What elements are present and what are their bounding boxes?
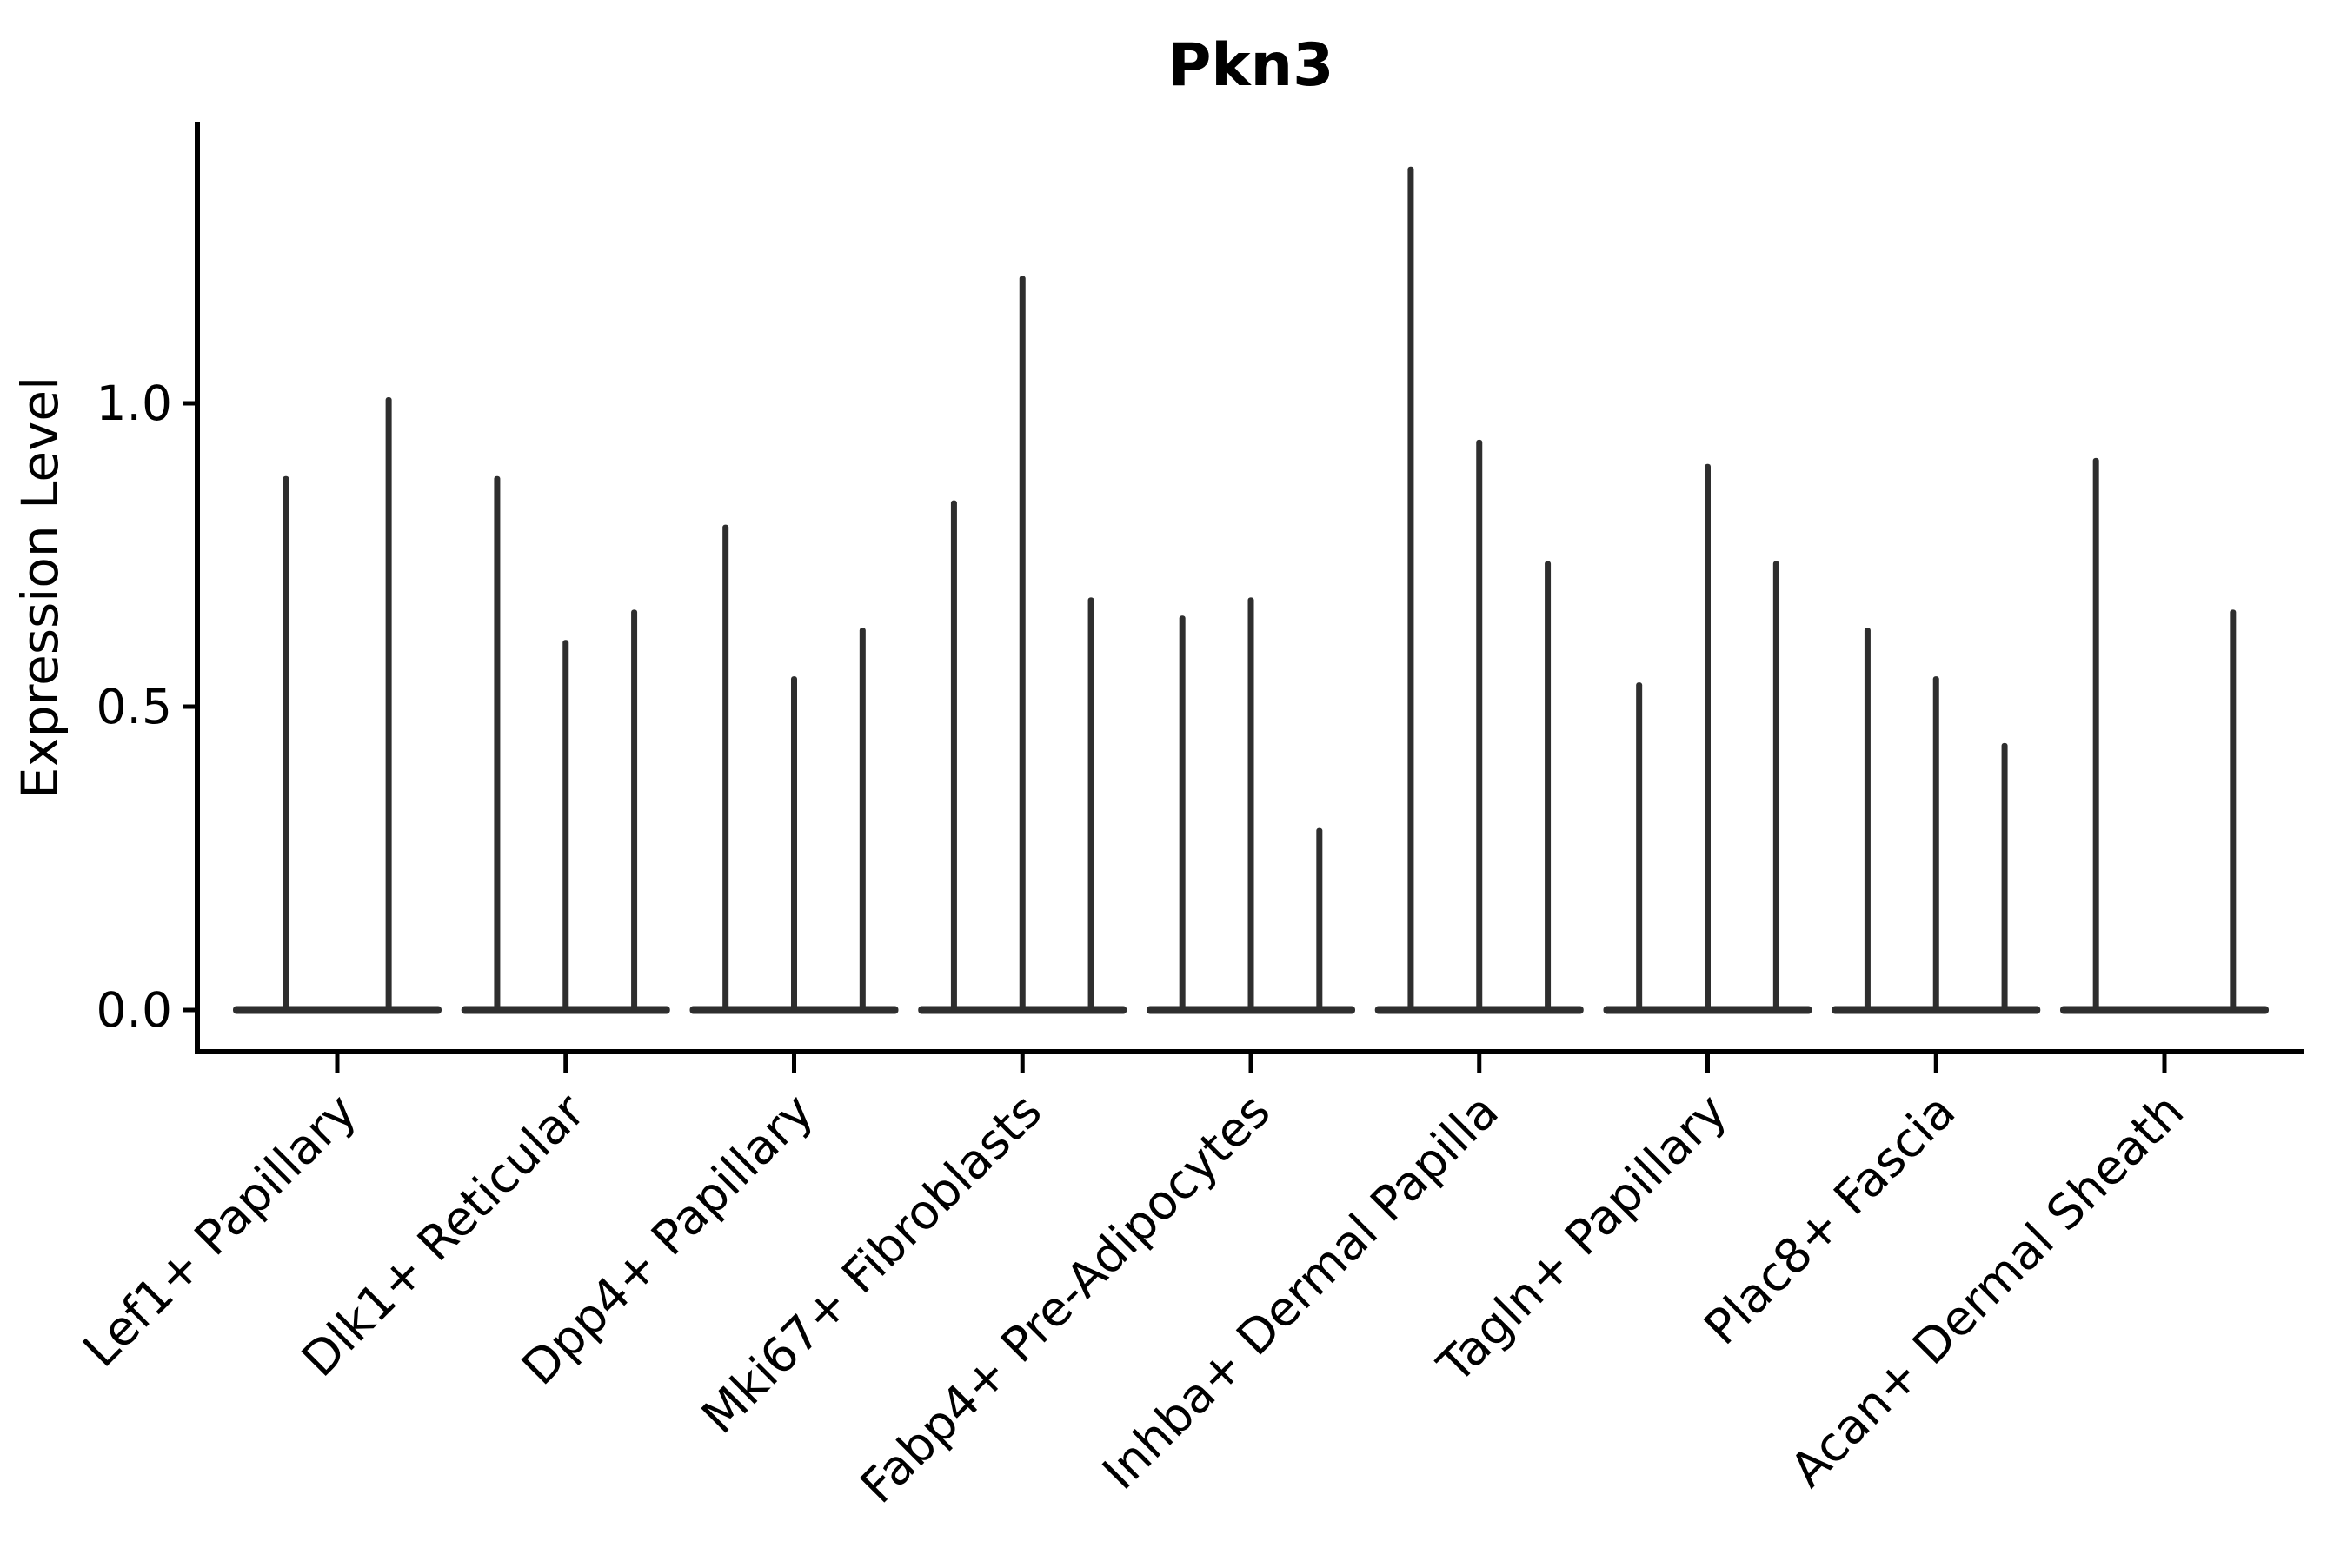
x-tick [1248, 1054, 1253, 1073]
violin-spike [631, 609, 638, 1013]
violin-spike [1179, 615, 1186, 1013]
violin-spike [2001, 742, 2008, 1013]
x-tick [1933, 1054, 1938, 1073]
y-tick [183, 401, 196, 406]
violin-spike [1932, 676, 1939, 1013]
violin-spike [494, 475, 501, 1013]
violin-spike [1247, 597, 1254, 1013]
violin-spike [1476, 439, 1483, 1013]
y-tick-label: 1.0 [96, 375, 172, 431]
y-axis-label: Expression Level [10, 376, 70, 799]
x-tick-label: Inhba+ Dermal Papilla [1092, 1083, 1509, 1500]
violin-spike [2230, 609, 2237, 1013]
y-tick-label: 0.5 [96, 679, 172, 734]
violin-spike [1705, 463, 1711, 1013]
x-tick [1477, 1054, 1482, 1073]
x-tick [792, 1054, 796, 1073]
violin-spike [791, 676, 797, 1013]
x-axis-line [195, 1049, 2304, 1054]
chart-title: Pkn3 [1168, 31, 1334, 100]
violin-spike [1019, 276, 1026, 1013]
x-tick [2162, 1054, 2167, 1073]
x-tick [1020, 1054, 1025, 1073]
x-tick [563, 1054, 568, 1073]
y-tick [183, 704, 196, 709]
violin-spike [562, 640, 569, 1013]
violin-spike [1772, 561, 1779, 1013]
violin-spike [1545, 561, 1552, 1013]
violin-spike [1864, 628, 1871, 1013]
violin-base [233, 1006, 442, 1014]
violin-base [2060, 1006, 2269, 1014]
violin-spike [1636, 682, 1643, 1013]
violin-spike [385, 397, 392, 1013]
y-tick-label: 0.0 [96, 982, 172, 1038]
y-tick [183, 1007, 196, 1013]
violin-spike [722, 524, 729, 1013]
violin-spike [950, 500, 957, 1013]
violin-spike [1316, 827, 1323, 1013]
violin-spike [283, 475, 289, 1013]
x-tick-label: Fabp4+ Pre-Adipocytes [849, 1083, 1280, 1514]
violin-spike [1087, 597, 1094, 1013]
violin-spike [859, 628, 866, 1013]
x-tick-label: Acan+ Dermal Sheath [1779, 1083, 2194, 1498]
violin-spike [1407, 166, 1414, 1013]
x-tick [1705, 1054, 1710, 1073]
violin-spike [2092, 457, 2099, 1013]
x-tick [335, 1054, 340, 1073]
y-axis-line [195, 122, 200, 1054]
